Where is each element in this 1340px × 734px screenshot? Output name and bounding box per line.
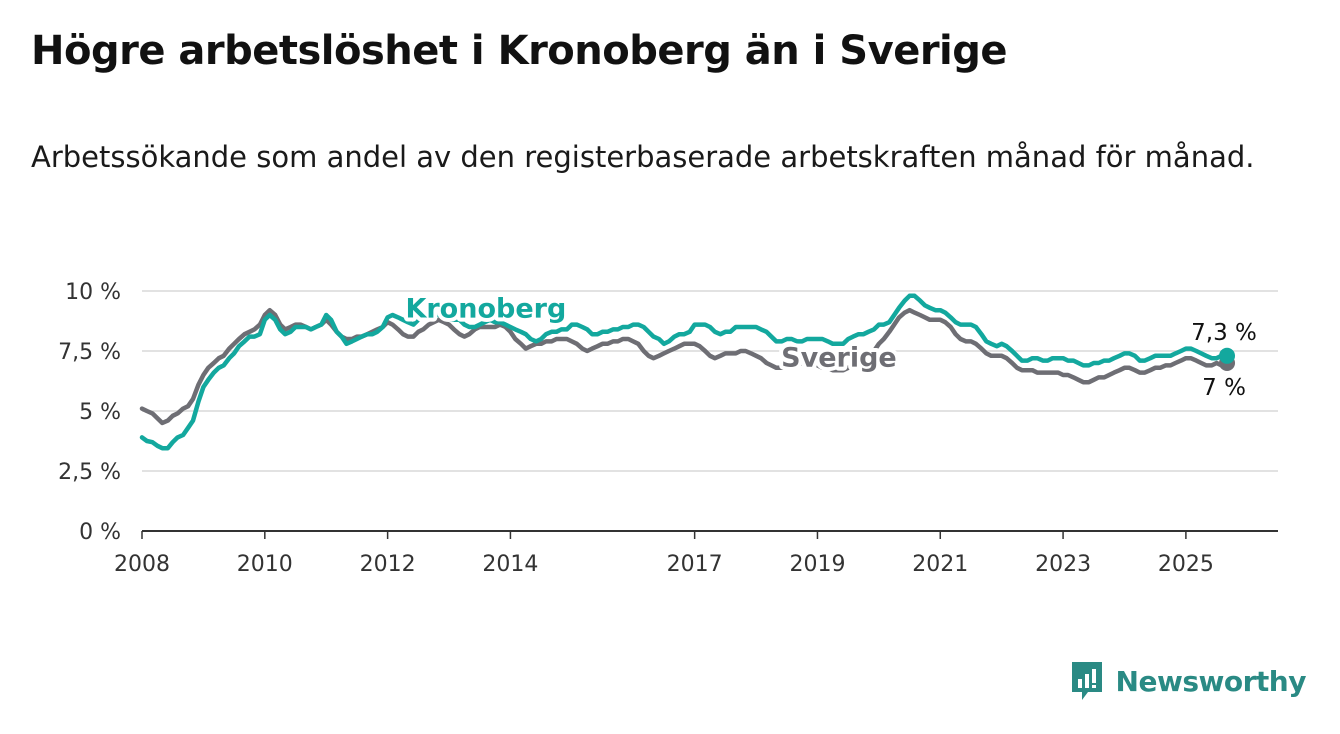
line-chart: 0 % 2,5 % 5 % 7,5 % 10 % 2008 2010 2012 2014 201… — [58, 280, 1278, 577]
series-labels: 7,3 % 7 % Kronoberg Sverige — [401, 289, 1260, 405]
series-label-kronoberg: Kronoberg — [405, 293, 566, 324]
y-tick-label: 0 % — [79, 520, 121, 545]
series-label-sverige: Sverige — [781, 343, 897, 374]
chart-subtitle: Arbetssökande som andel av den registerb… — [31, 140, 1255, 174]
y-tick-label: 2,5 % — [58, 460, 121, 485]
series-lines — [139, 293, 1230, 451]
x-axis-ticks: 2008 2010 2012 2014 2017 2019 2021 2023 2025 — [114, 531, 1214, 577]
newsworthy-logo-icon — [1071, 662, 1102, 700]
gridlines — [142, 290, 1278, 532]
newsworthy-brand: Newsworthy — [1070, 660, 1307, 702]
end-point-kronoberg — [1219, 347, 1236, 364]
end-value-label-sverige: 7 % — [1202, 375, 1246, 401]
brand-name: Newsworthy — [1115, 664, 1307, 698]
y-tick-label: 10 % — [65, 280, 121, 305]
x-tick-label: 2010 — [237, 552, 293, 577]
x-tick-label: 2017 — [667, 552, 723, 577]
end-value-label-kronoberg: 7,3 % — [1191, 320, 1257, 346]
y-tick-label: 5 % — [79, 400, 121, 425]
chart-title: Högre arbetslöshet i Kronoberg än i Sver… — [31, 28, 1008, 74]
y-tick-label: 7,5 % — [58, 340, 121, 365]
x-tick-label: 2021 — [912, 552, 968, 577]
x-tick-label: 2014 — [482, 552, 538, 577]
x-tick-label: 2012 — [360, 552, 416, 577]
x-tick-label: 2019 — [789, 552, 845, 577]
y-axis-ticks: 0 % 2,5 % 5 % 7,5 % 10 % — [58, 280, 121, 545]
x-tick-label: 2023 — [1035, 552, 1091, 577]
series-line-kronoberg — [139, 293, 1230, 451]
x-tick-label: 2025 — [1158, 552, 1214, 577]
x-tick-label: 2008 — [114, 552, 170, 577]
